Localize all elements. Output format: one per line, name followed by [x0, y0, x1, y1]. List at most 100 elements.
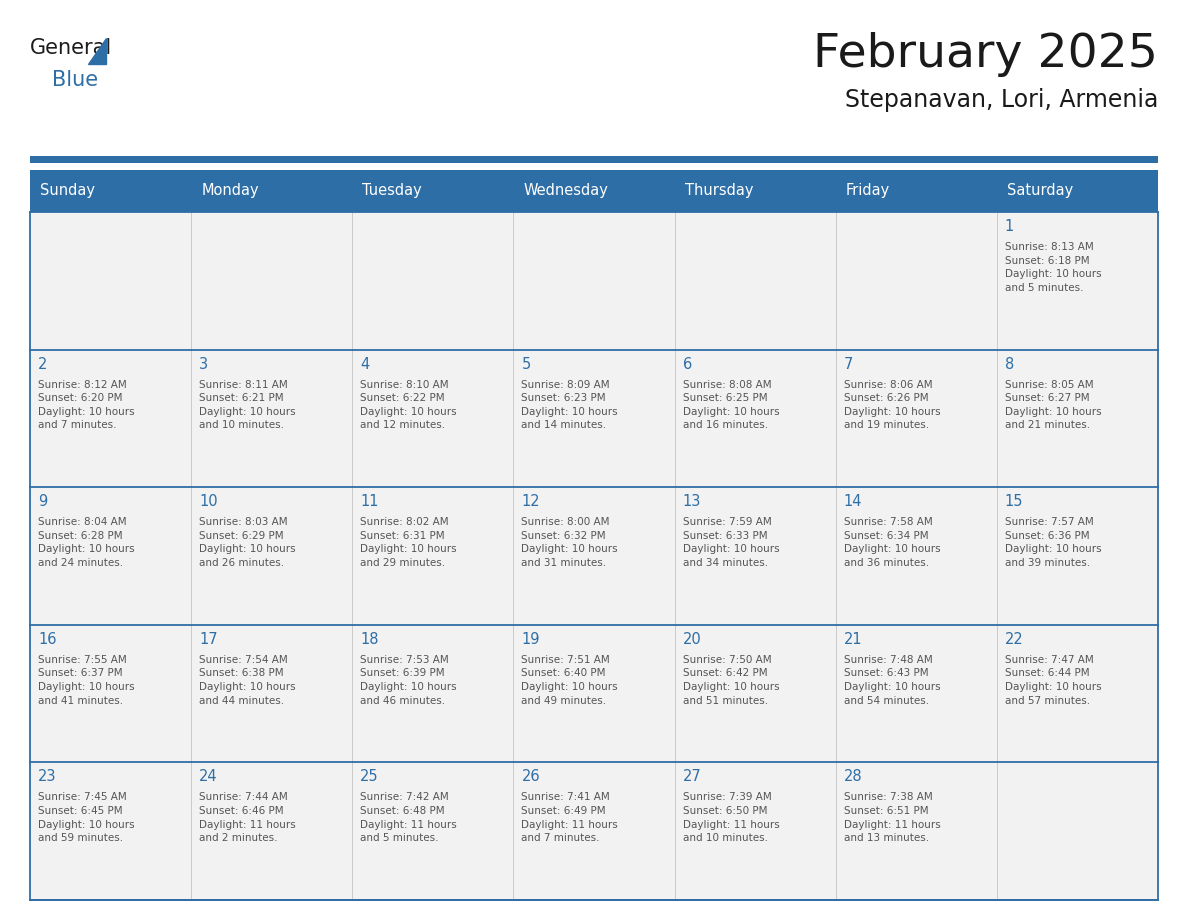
Text: Sunrise: 8:08 AM
Sunset: 6:25 PM
Daylight: 10 hours
and 16 minutes.: Sunrise: 8:08 AM Sunset: 6:25 PM Dayligh… — [683, 380, 779, 431]
Bar — [513, 487, 675, 625]
Text: Wednesday: Wednesday — [524, 184, 608, 198]
Text: 1: 1 — [1005, 219, 1015, 234]
Text: 5: 5 — [522, 356, 531, 372]
Bar — [30, 212, 191, 350]
Text: 21: 21 — [843, 632, 862, 647]
Text: Sunrise: 7:58 AM
Sunset: 6:34 PM
Daylight: 10 hours
and 36 minutes.: Sunrise: 7:58 AM Sunset: 6:34 PM Dayligh… — [843, 517, 941, 568]
Text: 6: 6 — [683, 356, 691, 372]
Bar — [191, 625, 353, 763]
Bar — [675, 212, 835, 350]
Bar — [353, 487, 513, 625]
Text: 19: 19 — [522, 632, 539, 647]
Text: Monday: Monday — [201, 184, 259, 198]
Bar — [191, 487, 353, 625]
Text: Sunrise: 7:55 AM
Sunset: 6:37 PM
Daylight: 10 hours
and 41 minutes.: Sunrise: 7:55 AM Sunset: 6:37 PM Dayligh… — [38, 655, 134, 706]
Text: 24: 24 — [200, 769, 217, 784]
Text: Blue: Blue — [52, 70, 99, 90]
Text: Sunrise: 7:54 AM
Sunset: 6:38 PM
Daylight: 10 hours
and 44 minutes.: Sunrise: 7:54 AM Sunset: 6:38 PM Dayligh… — [200, 655, 296, 706]
Text: 28: 28 — [843, 769, 862, 784]
Text: 17: 17 — [200, 632, 217, 647]
Bar — [675, 763, 835, 900]
Bar — [835, 625, 997, 763]
Text: 8: 8 — [1005, 356, 1015, 372]
Bar — [30, 487, 191, 625]
Bar — [191, 763, 353, 900]
Bar — [835, 212, 997, 350]
Text: 25: 25 — [360, 769, 379, 784]
Bar — [30, 625, 191, 763]
Text: Sunrise: 8:10 AM
Sunset: 6:22 PM
Daylight: 10 hours
and 12 minutes.: Sunrise: 8:10 AM Sunset: 6:22 PM Dayligh… — [360, 380, 457, 431]
Bar — [513, 763, 675, 900]
Bar — [997, 350, 1158, 487]
Bar — [353, 625, 513, 763]
Text: Sunrise: 7:41 AM
Sunset: 6:49 PM
Daylight: 11 hours
and 7 minutes.: Sunrise: 7:41 AM Sunset: 6:49 PM Dayligh… — [522, 792, 618, 844]
Text: 12: 12 — [522, 494, 541, 509]
Bar — [513, 625, 675, 763]
Text: Sunrise: 7:38 AM
Sunset: 6:51 PM
Daylight: 11 hours
and 13 minutes.: Sunrise: 7:38 AM Sunset: 6:51 PM Dayligh… — [843, 792, 941, 844]
Bar — [30, 170, 1158, 212]
Text: Sunrise: 8:04 AM
Sunset: 6:28 PM
Daylight: 10 hours
and 24 minutes.: Sunrise: 8:04 AM Sunset: 6:28 PM Dayligh… — [38, 517, 134, 568]
Text: Sunrise: 7:53 AM
Sunset: 6:39 PM
Daylight: 10 hours
and 46 minutes.: Sunrise: 7:53 AM Sunset: 6:39 PM Dayligh… — [360, 655, 457, 706]
Text: Sunrise: 8:03 AM
Sunset: 6:29 PM
Daylight: 10 hours
and 26 minutes.: Sunrise: 8:03 AM Sunset: 6:29 PM Dayligh… — [200, 517, 296, 568]
Text: 26: 26 — [522, 769, 541, 784]
Text: 27: 27 — [683, 769, 701, 784]
Bar — [30, 350, 191, 487]
Text: Sunrise: 7:39 AM
Sunset: 6:50 PM
Daylight: 11 hours
and 10 minutes.: Sunrise: 7:39 AM Sunset: 6:50 PM Dayligh… — [683, 792, 779, 844]
Text: 23: 23 — [38, 769, 57, 784]
Text: 3: 3 — [200, 356, 208, 372]
Text: 2: 2 — [38, 356, 48, 372]
Text: Sunrise: 7:45 AM
Sunset: 6:45 PM
Daylight: 10 hours
and 59 minutes.: Sunrise: 7:45 AM Sunset: 6:45 PM Dayligh… — [38, 792, 134, 844]
Text: Sunrise: 7:51 AM
Sunset: 6:40 PM
Daylight: 10 hours
and 49 minutes.: Sunrise: 7:51 AM Sunset: 6:40 PM Dayligh… — [522, 655, 618, 706]
Text: General: General — [30, 38, 112, 58]
Bar — [353, 763, 513, 900]
Text: Sunrise: 7:59 AM
Sunset: 6:33 PM
Daylight: 10 hours
and 34 minutes.: Sunrise: 7:59 AM Sunset: 6:33 PM Dayligh… — [683, 517, 779, 568]
Bar — [513, 212, 675, 350]
Text: Sunrise: 8:09 AM
Sunset: 6:23 PM
Daylight: 10 hours
and 14 minutes.: Sunrise: 8:09 AM Sunset: 6:23 PM Dayligh… — [522, 380, 618, 431]
Bar — [835, 350, 997, 487]
Bar — [675, 625, 835, 763]
Bar — [191, 350, 353, 487]
Bar — [513, 350, 675, 487]
Bar — [835, 487, 997, 625]
Text: Sunrise: 8:13 AM
Sunset: 6:18 PM
Daylight: 10 hours
and 5 minutes.: Sunrise: 8:13 AM Sunset: 6:18 PM Dayligh… — [1005, 242, 1101, 293]
Text: 9: 9 — [38, 494, 48, 509]
Text: 11: 11 — [360, 494, 379, 509]
Text: 20: 20 — [683, 632, 701, 647]
Bar — [675, 350, 835, 487]
Text: 7: 7 — [843, 356, 853, 372]
Text: Sunrise: 8:12 AM
Sunset: 6:20 PM
Daylight: 10 hours
and 7 minutes.: Sunrise: 8:12 AM Sunset: 6:20 PM Dayligh… — [38, 380, 134, 431]
Text: 22: 22 — [1005, 632, 1024, 647]
Text: 16: 16 — [38, 632, 57, 647]
Text: Sunrise: 8:02 AM
Sunset: 6:31 PM
Daylight: 10 hours
and 29 minutes.: Sunrise: 8:02 AM Sunset: 6:31 PM Dayligh… — [360, 517, 457, 568]
Bar — [997, 625, 1158, 763]
Text: 10: 10 — [200, 494, 217, 509]
Bar — [30, 156, 1158, 163]
Text: February 2025: February 2025 — [813, 32, 1158, 77]
Text: Sunday: Sunday — [40, 184, 95, 198]
Text: Sunrise: 7:57 AM
Sunset: 6:36 PM
Daylight: 10 hours
and 39 minutes.: Sunrise: 7:57 AM Sunset: 6:36 PM Dayligh… — [1005, 517, 1101, 568]
Text: 15: 15 — [1005, 494, 1023, 509]
Text: 18: 18 — [360, 632, 379, 647]
Text: Sunrise: 8:11 AM
Sunset: 6:21 PM
Daylight: 10 hours
and 10 minutes.: Sunrise: 8:11 AM Sunset: 6:21 PM Dayligh… — [200, 380, 296, 431]
Text: 4: 4 — [360, 356, 369, 372]
Bar — [191, 212, 353, 350]
Bar — [30, 763, 191, 900]
Text: Stepanavan, Lori, Armenia: Stepanavan, Lori, Armenia — [845, 88, 1158, 112]
Text: Sunrise: 8:05 AM
Sunset: 6:27 PM
Daylight: 10 hours
and 21 minutes.: Sunrise: 8:05 AM Sunset: 6:27 PM Dayligh… — [1005, 380, 1101, 431]
Bar — [353, 212, 513, 350]
Text: Sunrise: 7:48 AM
Sunset: 6:43 PM
Daylight: 10 hours
and 54 minutes.: Sunrise: 7:48 AM Sunset: 6:43 PM Dayligh… — [843, 655, 941, 706]
Text: Saturday: Saturday — [1007, 184, 1073, 198]
Bar — [353, 350, 513, 487]
Bar — [675, 487, 835, 625]
Text: Tuesday: Tuesday — [362, 184, 422, 198]
Text: 13: 13 — [683, 494, 701, 509]
Text: Sunrise: 7:47 AM
Sunset: 6:44 PM
Daylight: 10 hours
and 57 minutes.: Sunrise: 7:47 AM Sunset: 6:44 PM Dayligh… — [1005, 655, 1101, 706]
Text: Thursday: Thursday — [684, 184, 753, 198]
Bar — [997, 212, 1158, 350]
Bar — [835, 763, 997, 900]
Text: Sunrise: 7:50 AM
Sunset: 6:42 PM
Daylight: 10 hours
and 51 minutes.: Sunrise: 7:50 AM Sunset: 6:42 PM Dayligh… — [683, 655, 779, 706]
Text: Sunrise: 8:00 AM
Sunset: 6:32 PM
Daylight: 10 hours
and 31 minutes.: Sunrise: 8:00 AM Sunset: 6:32 PM Dayligh… — [522, 517, 618, 568]
Text: Sunrise: 7:42 AM
Sunset: 6:48 PM
Daylight: 11 hours
and 5 minutes.: Sunrise: 7:42 AM Sunset: 6:48 PM Dayligh… — [360, 792, 457, 844]
Text: Sunrise: 7:44 AM
Sunset: 6:46 PM
Daylight: 11 hours
and 2 minutes.: Sunrise: 7:44 AM Sunset: 6:46 PM Dayligh… — [200, 792, 296, 844]
Text: Sunrise: 8:06 AM
Sunset: 6:26 PM
Daylight: 10 hours
and 19 minutes.: Sunrise: 8:06 AM Sunset: 6:26 PM Dayligh… — [843, 380, 941, 431]
